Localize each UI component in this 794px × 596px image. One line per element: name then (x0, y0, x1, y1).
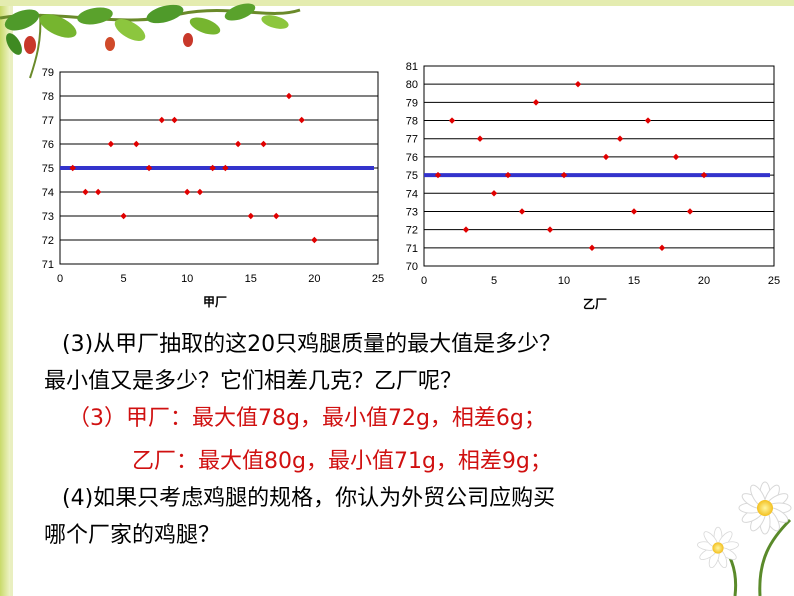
y-tick-label: 74 (42, 187, 54, 199)
x-tick-label: 5 (121, 273, 127, 285)
y-tick-label: 77 (406, 134, 418, 146)
data-point (686, 208, 694, 215)
scatter-chart-factory-b: 70 71 72 73 74 75 76 77 78 79 80 81 0 5 10 15 20 25 乙厂 (406, 61, 780, 311)
y-tick-label: 72 (42, 235, 54, 247)
data-point (94, 188, 102, 196)
daisy-flowers-decoration (697, 481, 792, 596)
data-point (574, 80, 582, 88)
data-point (658, 244, 666, 252)
data-point (145, 164, 153, 172)
data-point (107, 140, 115, 148)
y-tick-label: 74 (406, 188, 418, 200)
data-point (434, 171, 442, 179)
y-tick-label: 75 (42, 163, 54, 175)
answer-3-line-2: 乙厂：最大值80g，最小值71g，相差9g； (132, 449, 552, 474)
data-point (234, 140, 242, 148)
y-tick-label: 71 (406, 243, 418, 255)
x-axis-label: 乙厂 (583, 297, 607, 311)
data-point (602, 153, 610, 161)
data-point (311, 236, 318, 244)
answer-3-line-1: （3）甲厂：最大值78g，最小值72g，相差6g； (68, 406, 546, 431)
y-tick-label: 75 (406, 170, 418, 182)
x-tick-label: 25 (768, 275, 780, 287)
y-tick-label: 79 (42, 67, 54, 79)
data-point (616, 135, 624, 142)
data-point (273, 212, 280, 220)
data-point (120, 212, 127, 220)
y-tick-label: 71 (42, 259, 54, 271)
x-tick-label: 25 (372, 273, 384, 285)
data-point (672, 153, 680, 161)
data-point (490, 190, 498, 197)
data-point (133, 140, 140, 148)
data-point (448, 117, 456, 124)
y-tick-label: 81 (406, 61, 418, 73)
plot-frame (423, 65, 775, 267)
question-3-line-2: 最小值又是多少？它们相差几克？乙厂呢？ (44, 369, 463, 394)
y-tick-label: 73 (406, 206, 418, 218)
y-tick-label: 76 (42, 139, 54, 151)
data-point (222, 164, 229, 172)
y-tick-label: 78 (406, 116, 418, 128)
y-tick-label: 72 (406, 225, 418, 237)
data-point (476, 135, 484, 142)
x-tick-label: 10 (181, 273, 193, 285)
x-tick-label: 5 (491, 275, 497, 287)
y-tick-label: 70 (406, 261, 418, 273)
x-axis-label: 甲厂 (203, 295, 227, 309)
y-tick-label: 73 (42, 211, 54, 223)
data-point (518, 208, 526, 215)
x-tick-label: 15 (245, 273, 257, 285)
data-point (462, 226, 470, 233)
data-point (69, 164, 76, 172)
x-tick-label: 20 (698, 275, 710, 287)
data-point (247, 212, 254, 220)
data-point (504, 171, 512, 179)
data-point (560, 171, 568, 179)
question-4-line-1: (4)如果只考虑鸡腿的规格，你认为外贸公司应购买 (62, 486, 556, 511)
data-point (630, 208, 638, 215)
x-tick-label: 0 (57, 273, 63, 285)
question-4-line-2: 哪个厂家的鸡腿？ (44, 523, 221, 548)
x-tick-label: 10 (558, 275, 570, 287)
data-point (285, 92, 293, 100)
y-tick-label: 76 (406, 152, 418, 164)
data-point (260, 140, 267, 148)
data-point (298, 116, 305, 124)
x-tick-label: 0 (421, 275, 427, 287)
x-tick-label: 20 (308, 273, 320, 285)
data-point (532, 99, 540, 106)
scatter-chart-factory-a: 71 72 73 74 75 76 77 78 79 0 5 10 15 20 25 甲厂 (42, 67, 384, 309)
y-tick-label: 78 (42, 91, 54, 103)
data-point (184, 188, 191, 196)
data-point (209, 164, 216, 172)
data-point (588, 244, 596, 252)
data-point (546, 226, 554, 233)
data-point (700, 171, 708, 179)
question-3-line-1: (3)从甲厂抽取的这20只鸡腿质量的最大值是多少？ (62, 332, 562, 357)
data-point (171, 116, 178, 124)
data-point (82, 188, 89, 196)
leaf-vine-decoration (0, 3, 301, 79)
y-tick-label: 79 (406, 97, 418, 109)
data-point (196, 188, 204, 196)
data-point (158, 116, 165, 124)
y-tick-label: 80 (406, 79, 418, 91)
x-tick-label: 15 (628, 275, 640, 287)
data-point (644, 117, 652, 124)
y-tick-label: 77 (42, 115, 54, 127)
